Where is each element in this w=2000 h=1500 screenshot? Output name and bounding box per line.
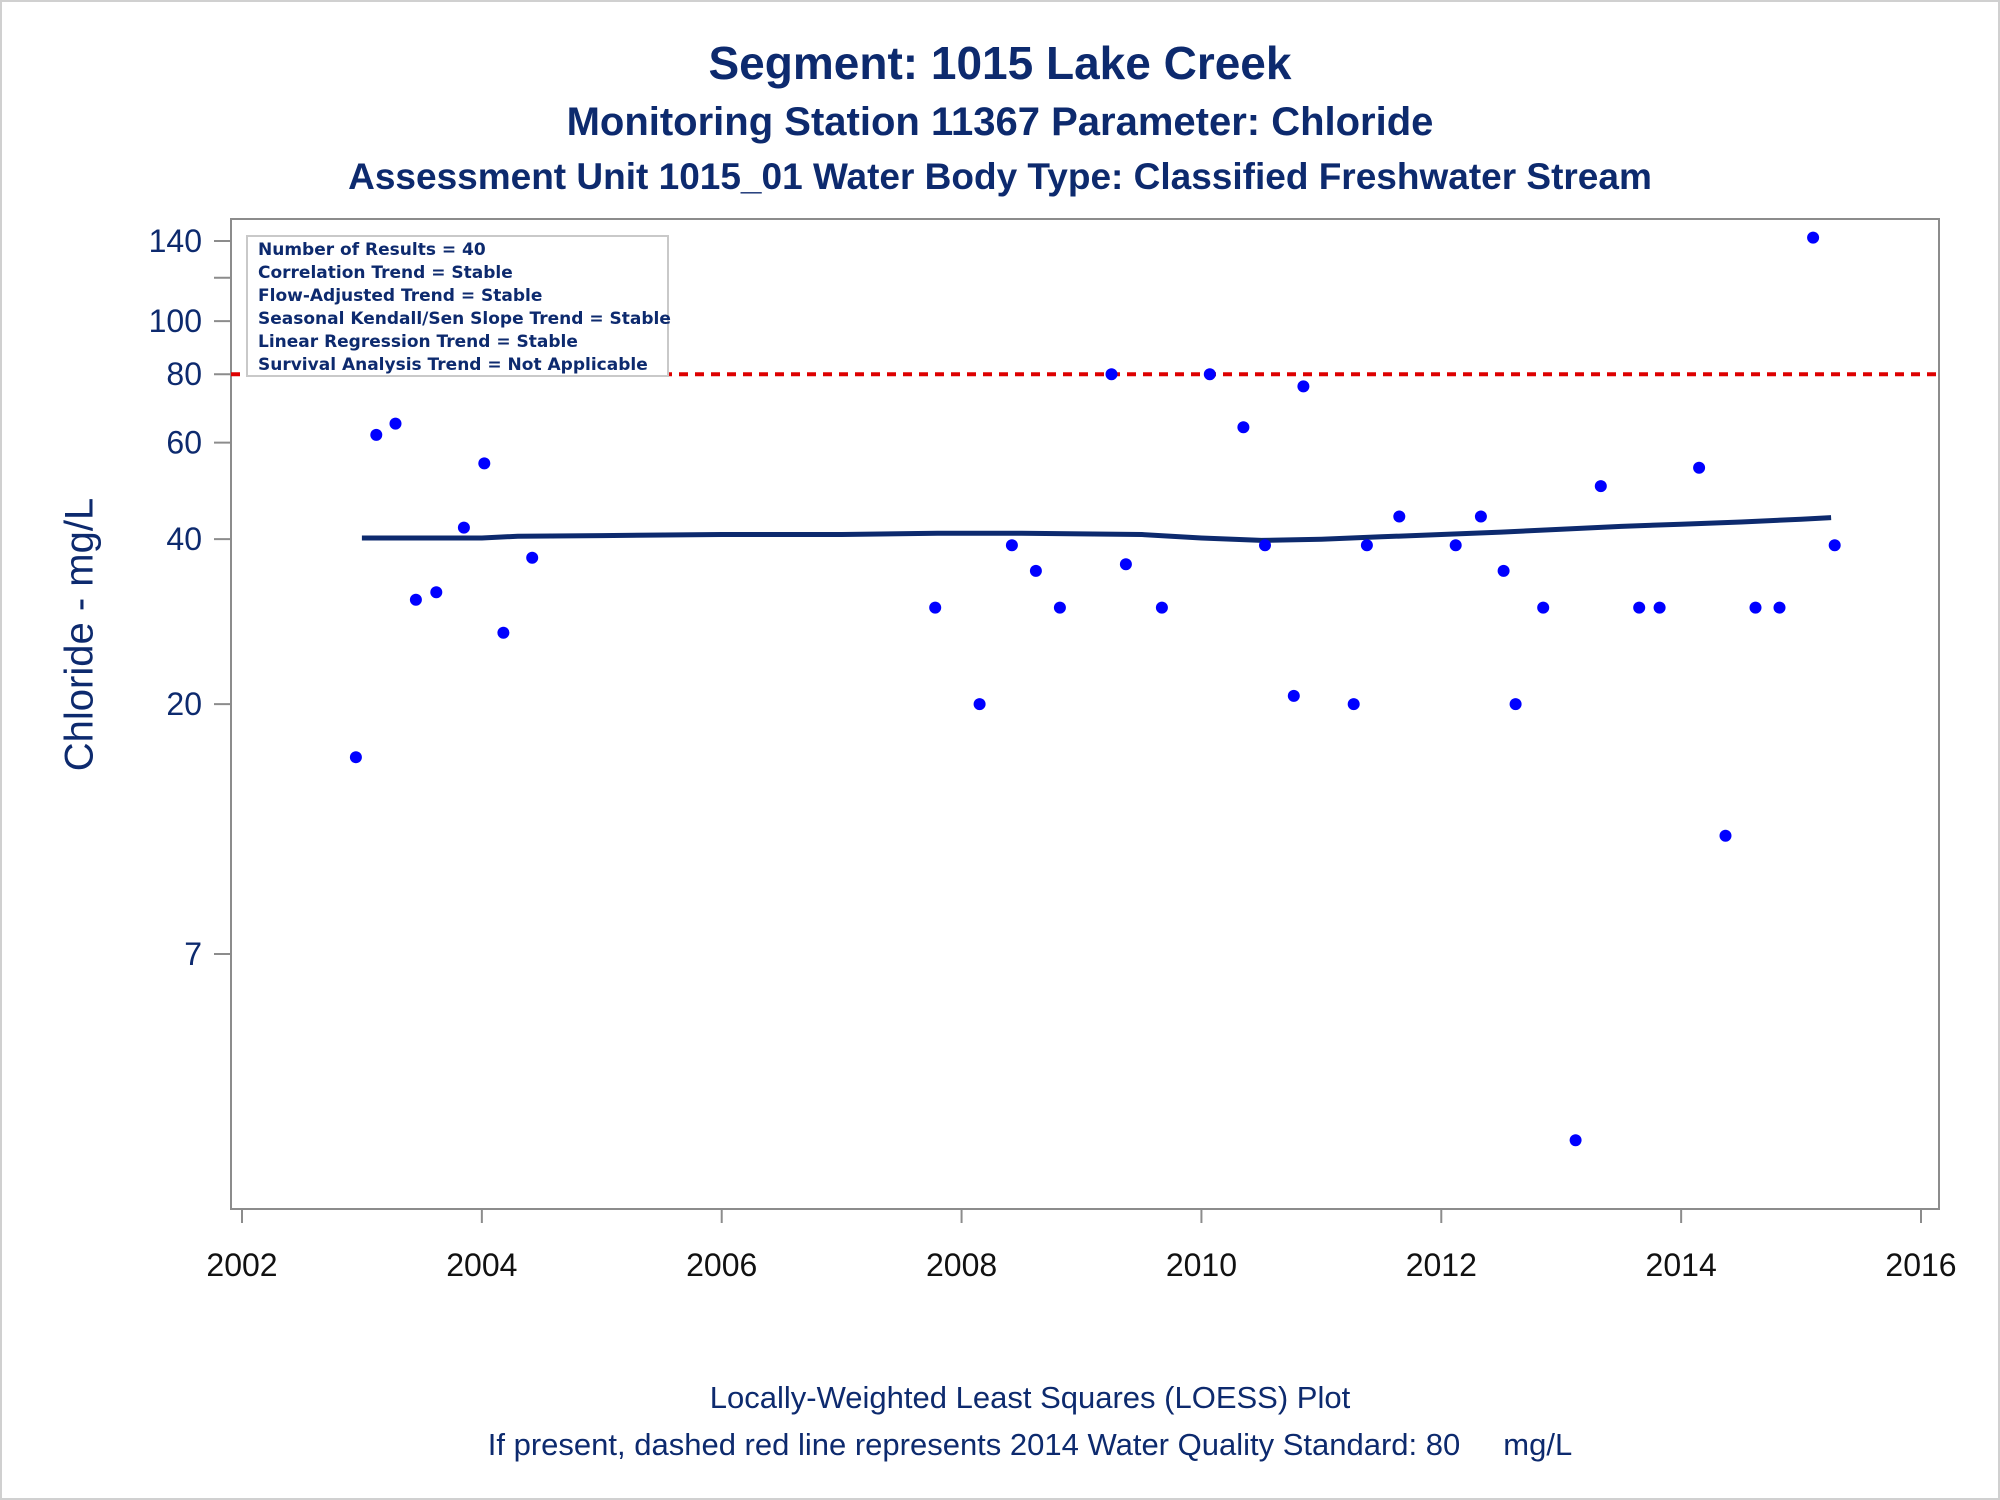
data-point [929,601,942,614]
axes: 7 20 40 60 80 100 140 2002 2004 2006 2008 2010 2012 2… [149,223,1957,1283]
x-tick-label: 2008 [926,1247,997,1283]
data-point [1719,829,1732,842]
stats-line: Number of Results = 40 [258,240,486,260]
data-point [1119,558,1132,571]
points-group [349,231,1841,1147]
data-point [1393,510,1406,523]
x-tick-label: 2006 [686,1247,757,1283]
data-point [1347,698,1360,711]
x-tick-label: 2010 [1166,1247,1237,1283]
data-point [526,551,539,564]
stats-line: Linear Regression Trend = Stable [258,332,578,352]
stats-line: Flow-Adjusted Trend = Stable [258,286,542,306]
data-point [349,751,362,764]
data-point [1155,601,1168,614]
data-point [1449,539,1462,552]
chart-subtitle: Monitoring Station 11367 Parameter: Chlo… [566,100,1434,144]
data-point [1259,539,1271,552]
chart-subtitle-2: Assessment Unit 1015_01 Water Body Type:… [348,156,1652,197]
data-point [1773,601,1786,614]
footer-line-1: Locally-Weighted Least Squares (LOESS) P… [709,1380,1351,1415]
stats-box: Number of Results = 40 Correlation Trend … [246,235,671,377]
y-tick-label: 7 [184,936,202,972]
data-point [1237,421,1250,434]
data-point [1537,601,1550,614]
data-point [1203,368,1216,381]
data-point [1497,564,1510,577]
stats-line: Survival Analysis Trend = Not Applicable [258,355,648,375]
x-tick-label: 2004 [446,1247,517,1283]
data-point [1594,480,1607,493]
chart-title: Segment: 1015 Lake Creek [708,37,1292,89]
data-point [1633,601,1646,614]
data-point [478,457,491,470]
data-point [1807,231,1820,244]
data-point [1287,689,1300,702]
data-point [1105,368,1118,381]
stats-line: Seasonal Kendall/Sen Slope Trend = Stabl… [258,309,671,329]
data-point [389,417,402,430]
data-point [1693,461,1706,474]
plot-area [230,218,1940,1210]
y-tick-label: 80 [166,356,202,392]
stats-box-border [246,235,669,377]
data-point [1653,601,1666,614]
loess-group [361,515,1832,543]
data-point [1569,1134,1582,1147]
x-tick-label: 2016 [1885,1247,1956,1283]
data-point [1005,539,1018,552]
footer-line-2: If present, dashed red line represents 2… [487,1427,1573,1462]
x-tick-label: 2014 [1646,1247,1717,1283]
loess-line [361,515,1832,543]
y-tick-label: 60 [166,425,202,461]
data-point [370,428,383,441]
data-point [1360,539,1373,552]
x-tick-label: 2002 [206,1247,277,1283]
data-point [1297,380,1310,393]
data-point [430,586,443,599]
y-tick-label: 100 [149,303,202,339]
data-point [973,698,986,711]
y-tick-label: 140 [149,223,202,259]
data-point [1749,601,1762,614]
data-point [1029,564,1042,577]
data-point [409,593,422,606]
data-point [1053,601,1066,614]
stats-line: Correlation Trend = Stable [258,263,513,283]
y-tick-label: 20 [166,686,202,722]
data-point [1474,510,1487,523]
data-point [457,521,470,534]
data-point [1509,698,1522,711]
data-point [1828,539,1841,552]
x-tick-label: 2012 [1406,1247,1477,1283]
data-point [497,626,510,639]
y-tick-label: 40 [166,521,202,557]
